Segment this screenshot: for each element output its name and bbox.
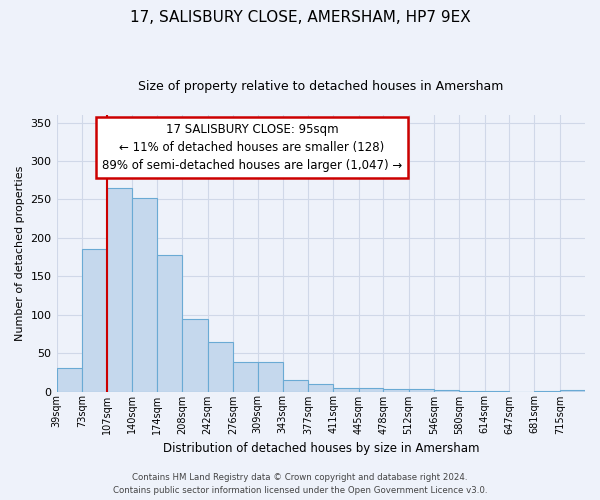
Bar [560,390,585,392]
Bar [535,390,560,392]
Bar [334,388,359,392]
Bar [132,198,157,392]
Title: Size of property relative to detached houses in Amersham: Size of property relative to detached ho… [138,80,503,93]
Text: 17, SALISBURY CLOSE, AMERSHAM, HP7 9EX: 17, SALISBURY CLOSE, AMERSHAM, HP7 9EX [130,10,470,25]
Text: Contains HM Land Registry data © Crown copyright and database right 2024.
Contai: Contains HM Land Registry data © Crown c… [113,474,487,495]
Bar [409,389,434,392]
X-axis label: Distribution of detached houses by size in Amersham: Distribution of detached houses by size … [163,442,479,455]
Bar [308,384,334,392]
Bar [434,390,459,392]
Bar [359,388,383,392]
Bar [459,390,485,392]
Bar [383,389,409,392]
Bar [107,188,132,392]
Text: 17 SALISBURY CLOSE: 95sqm
← 11% of detached houses are smaller (128)
89% of semi: 17 SALISBURY CLOSE: 95sqm ← 11% of detac… [102,124,402,172]
Bar [485,390,509,392]
Bar [257,362,283,392]
Bar [56,368,82,392]
Bar [208,342,233,392]
Bar [283,380,308,392]
Bar [157,255,182,392]
Y-axis label: Number of detached properties: Number of detached properties [15,166,25,341]
Bar [82,250,107,392]
Bar [182,320,208,392]
Bar [233,362,257,392]
